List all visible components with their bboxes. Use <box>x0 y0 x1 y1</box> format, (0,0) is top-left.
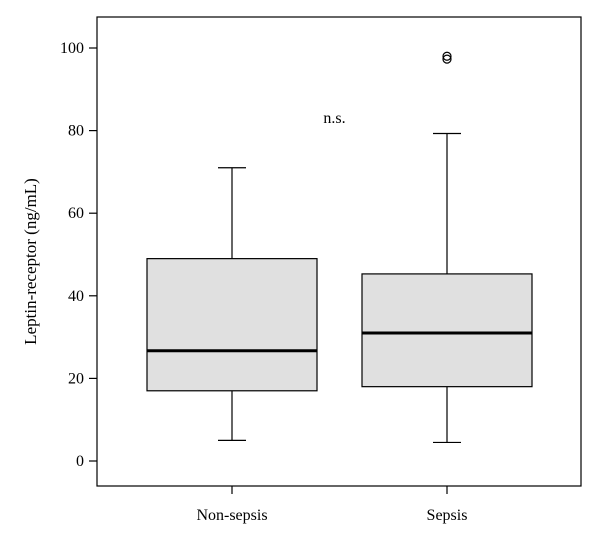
plot-frame <box>96 16 582 487</box>
y-axis-title: Leptin-receptor (ng/mL) <box>21 178 40 345</box>
outlier-point <box>442 51 452 61</box>
outlier-point <box>442 54 452 64</box>
y-tick-label: 100 <box>60 40 84 57</box>
y-tick-label: 0 <box>76 453 84 470</box>
iqr-box <box>361 273 533 388</box>
box-1 <box>146 167 318 441</box>
box-2 <box>361 51 533 444</box>
iqr-box <box>146 258 318 392</box>
y-tick-label: 80 <box>68 123 84 140</box>
x-tick-label: Sepsis <box>427 507 468 524</box>
y-tick-label: 40 <box>68 288 84 305</box>
boxes-group <box>146 51 533 444</box>
significance-annotation: n.s. <box>323 110 345 127</box>
plot-frame-group <box>96 16 582 487</box>
x-tick-label: Non-sepsis <box>196 507 267 524</box>
y-tick-label: 60 <box>68 205 84 222</box>
x-axis: Non-sepsis Sepsis <box>196 486 467 524</box>
annotations-group: n.s. <box>323 110 345 127</box>
y-tick-label: 20 <box>68 370 84 387</box>
y-axis: 0 20 40 60 80 100 <box>60 40 97 470</box>
